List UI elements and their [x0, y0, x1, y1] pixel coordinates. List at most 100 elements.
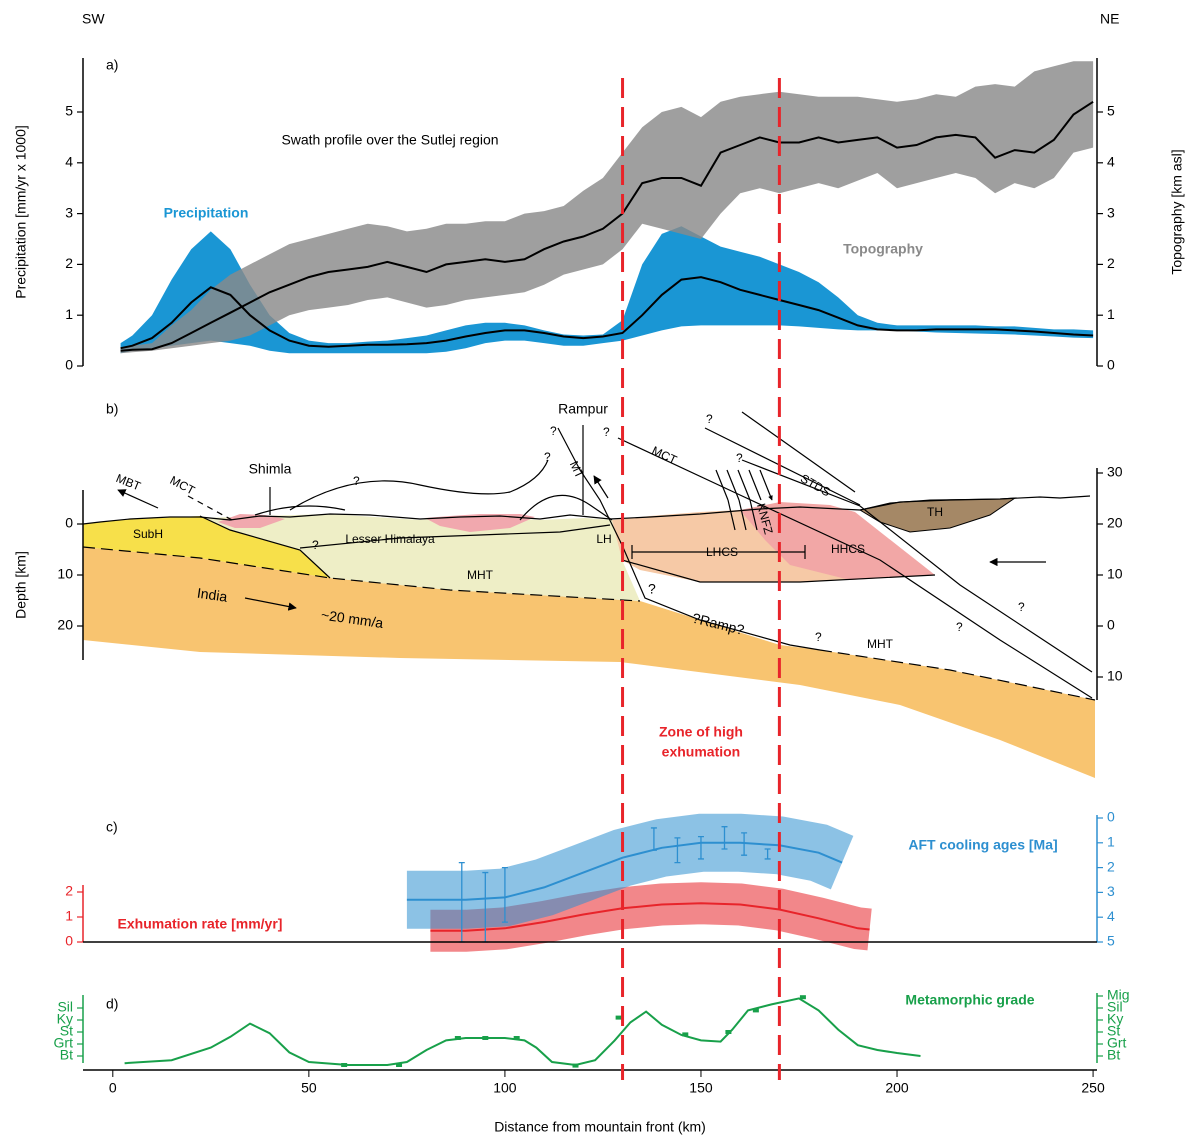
y-tick-label: 1 [1107, 834, 1115, 850]
sample-point [572, 1064, 578, 1068]
y-tick-label: 4 [1107, 154, 1115, 170]
y-tick-label: Sil [57, 999, 73, 1015]
y-tick-label: 5 [65, 103, 73, 119]
sample-point [455, 1036, 461, 1040]
question-mark: ? [550, 424, 557, 438]
x-tick-label: 100 [493, 1080, 517, 1096]
question-mark: ? [312, 538, 319, 552]
question-mark: ? [1018, 600, 1025, 614]
question-mark: ? [706, 412, 713, 426]
y-tick-label: 3 [65, 204, 73, 220]
y-tick-label: 0 [1107, 809, 1115, 825]
panel-label: d) [106, 996, 118, 1012]
y-tick-label: 0 [1107, 357, 1115, 373]
y-tick-label: 4 [1107, 908, 1115, 924]
y-tick-label: 2 [1107, 858, 1115, 874]
y2-axis-title: Topography [km asl] [1169, 149, 1185, 274]
question-mark: ? [353, 474, 360, 488]
sample-point [616, 1016, 622, 1020]
chart-title: Swath profile over the Sutlej region [281, 132, 498, 148]
y-tick-label: 1 [65, 908, 73, 924]
y-tick-label: 10 [57, 566, 73, 582]
y-tick-label: 20 [57, 617, 73, 633]
sample-point [682, 1032, 688, 1036]
panel-label: a) [106, 57, 118, 73]
range-band [121, 61, 1094, 353]
y-tick-label: 2 [65, 883, 73, 899]
panel-label: c) [106, 819, 118, 835]
unit-label: Lesser Himalaya [345, 532, 435, 546]
mbt-arrow [118, 490, 158, 508]
y-tick-label: 0 [65, 515, 73, 531]
fault-label: MHT [867, 637, 894, 651]
x-axis-title: Distance from mountain front (km) [494, 1119, 706, 1135]
sample-point [341, 1063, 347, 1067]
y-tick-label: 0 [65, 933, 73, 949]
y-tick-label: 5 [1107, 933, 1115, 949]
y-tick-label: 20 [1107, 515, 1123, 531]
fault-label: MHT [467, 568, 494, 582]
y-tick-label: 30 [1107, 464, 1123, 480]
fault-label: MCT [168, 473, 198, 498]
unit-label: SubH [133, 527, 163, 541]
y-tick-label: 10 [1107, 566, 1123, 582]
unit-label: TH [927, 505, 943, 519]
x-tick-label: 150 [689, 1080, 713, 1096]
side-label: SW [82, 11, 105, 27]
series-label: Metamorphic grade [905, 992, 1034, 1008]
y-tick-label: 3 [1107, 204, 1115, 220]
unit-label: HHCS [831, 542, 865, 556]
place-label: Rampur [558, 401, 608, 417]
y-tick-label: 4 [65, 154, 73, 170]
y-tick-label: 2 [1107, 255, 1115, 271]
projected-surface [255, 460, 548, 515]
x-tick-label: 0 [109, 1080, 117, 1096]
y-tick-label: 0 [65, 357, 73, 373]
sample-point [396, 1063, 402, 1067]
page: SW NE a) b) c) d) Swath profile over the… [0, 0, 1195, 1142]
y-tick-label: Mig [1107, 987, 1130, 1003]
y-tick-label: 10 [1107, 668, 1123, 684]
y-tick-label: 5 [1107, 103, 1115, 119]
x-tick-label: 250 [1081, 1080, 1105, 1096]
question-mark: ? [956, 620, 963, 634]
sample-point [514, 1036, 520, 1040]
question-mark: ? [603, 425, 610, 439]
question-mark: ? [736, 451, 743, 465]
zone-label: exhumation [662, 744, 741, 760]
place-label: Shimla [249, 461, 292, 477]
series-label: Precipitation [164, 205, 249, 221]
sample-point [725, 1030, 731, 1034]
y-axis-title: Depth [km] [13, 551, 29, 619]
y-tick-label: 1 [1107, 306, 1115, 322]
sample-point [482, 1036, 488, 1040]
location-tick [270, 425, 583, 515]
y-axis-title: Precipitation [mm/yr x 1000] [13, 125, 29, 299]
x-tick-label: 200 [885, 1080, 909, 1096]
question-mark: ? [815, 630, 822, 644]
figure: SW NE a) b) c) d) Swath profile over the… [0, 0, 1195, 1142]
zone-label: Zone of high [659, 724, 743, 740]
fault-label: MT [567, 459, 587, 481]
x-tick-label: 50 [301, 1080, 317, 1096]
panel-label: b) [106, 401, 118, 417]
series-line [125, 998, 921, 1065]
series-label: Topography [843, 241, 923, 257]
cross-section: SubH Lesser Himalaya LH LHCS KNFZ HHCS T… [83, 401, 1095, 778]
series-label: AFT cooling ages [Ma] [908, 837, 1057, 853]
sample-point [753, 1008, 759, 1012]
sample-point [800, 995, 806, 999]
unit-label: LHCS [706, 545, 738, 559]
y-tick-label: 3 [1107, 883, 1115, 899]
side-label: NE [1100, 11, 1119, 27]
unit-label: LH [596, 532, 611, 546]
y-tick-label: 1 [65, 306, 73, 322]
fault-label: MCT [650, 443, 680, 467]
series-label: Exhumation rate [mm/yr] [118, 916, 283, 932]
y-tick-label: 2 [65, 255, 73, 271]
fault-label: STDS [798, 471, 833, 499]
question-mark: ? [648, 581, 656, 597]
knfz-arrows [716, 470, 772, 500]
y-tick-label: 0 [1107, 617, 1115, 633]
question-mark: ? [544, 450, 551, 464]
